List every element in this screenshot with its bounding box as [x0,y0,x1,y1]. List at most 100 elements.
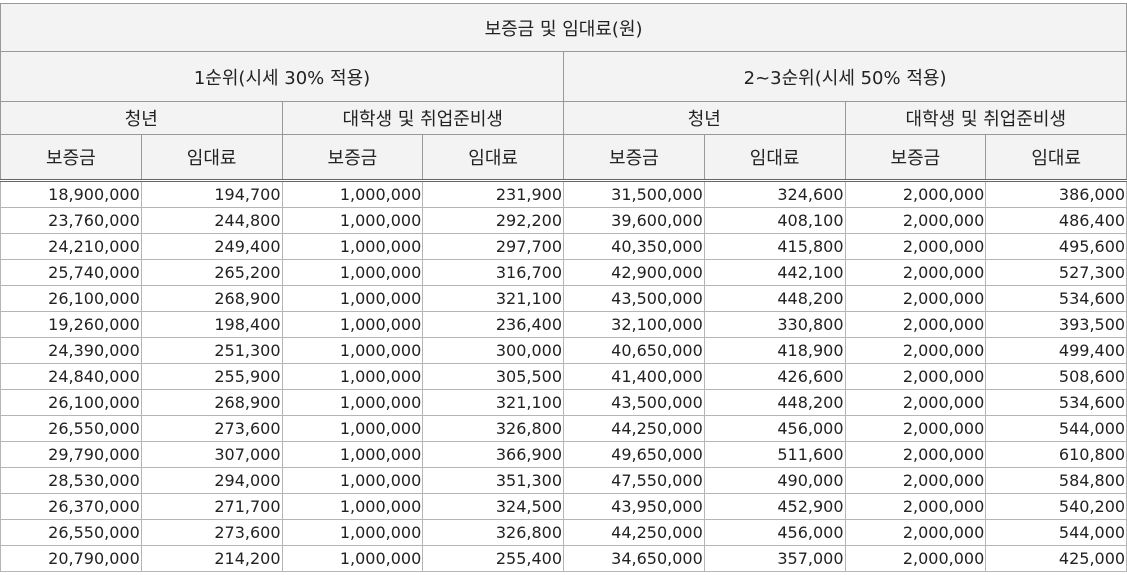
cell-rent: 255,400 [422,545,564,572]
cell-rent: 273,600 [140,415,283,442]
cell-rent: 251,300 [140,337,283,364]
cell-deposit: 1,000,000 [281,545,424,572]
cell-rent: 486,400 [985,207,1127,234]
cell-rent: 321,100 [422,389,564,416]
table-row: 29,790,000 307,000 1,000,000 366,900 49,650,… [0,441,1127,468]
cell-rent: 456,000 [703,415,846,442]
cell-rent: 316,700 [422,259,564,286]
cell-deposit: 2,000,000 [844,337,987,364]
cell-deposit: 2,000,000 [844,467,987,494]
cell-deposit: 1,000,000 [281,389,424,416]
cell-deposit: 43,950,000 [563,493,705,520]
cell-rent: 268,900 [140,285,283,312]
cell-deposit: 31,500,000 [563,180,705,208]
cell-deposit: 2,000,000 [844,311,987,338]
cell-rent: 490,000 [703,467,846,494]
cell-rent: 366,900 [422,441,564,468]
cell-rent: 584,800 [985,467,1127,494]
cell-deposit: 1,000,000 [281,207,424,234]
cell-rent: 610,800 [985,441,1127,468]
table-title: 보증금 및 임대료(원) [0,3,1127,52]
cell-rent: 527,300 [985,259,1127,286]
cell-rent: 386,000 [985,180,1127,208]
cell-rent: 495,600 [985,233,1127,260]
table-row: 24,840,000 255,900 1,000,000 305,500 41,400,… [0,363,1127,390]
table-body: 18,900,000 194,700 1,000,000 231,900 31,500,… [0,180,1127,572]
cell-deposit: 25,740,000 [0,259,142,286]
column-header-rent: 임대료 [140,134,283,182]
subgroup-header-youth-1: 청년 [0,101,283,135]
cell-deposit: 29,790,000 [0,441,142,468]
cell-rent: 534,600 [985,389,1127,416]
cell-rent: 300,000 [422,337,564,364]
table-row: 26,100,000 268,900 1,000,000 321,100 43,500,… [0,285,1127,312]
header-row-groups: 1순위(시세 30% 적용) 2~3순위(시세 50% 적용) [0,51,1127,102]
table-row: 26,550,000 273,600 1,000,000 326,800 44,250,… [0,415,1127,442]
column-header-rent: 임대료 [422,134,564,182]
cell-deposit: 43,500,000 [563,285,705,312]
cell-deposit: 2,000,000 [844,519,987,546]
cell-rent: 448,200 [703,389,846,416]
cell-rent: 452,900 [703,493,846,520]
cell-rent: 265,200 [140,259,283,286]
cell-rent: 255,900 [140,363,283,390]
cell-deposit: 23,760,000 [0,207,142,234]
subgroup-header-student-1: 대학생 및 취업준비생 [281,101,564,135]
cell-rent: 268,900 [140,389,283,416]
cell-deposit: 42,900,000 [563,259,705,286]
cell-rent: 326,800 [422,415,564,442]
cell-rent: 448,200 [703,285,846,312]
cell-deposit: 26,100,000 [0,285,142,312]
cell-rent: 357,000 [703,545,846,572]
cell-rent: 499,400 [985,337,1127,364]
cell-deposit: 43,500,000 [563,389,705,416]
table-row: 26,370,000 271,700 1,000,000 324,500 43,950,… [0,493,1127,520]
table-row: 28,530,000 294,000 1,000,000 351,300 47,550,… [0,467,1127,494]
cell-rent: 426,600 [703,363,846,390]
cell-rent: 418,900 [703,337,846,364]
column-header-deposit: 보증금 [0,134,142,182]
cell-deposit: 2,000,000 [844,493,987,520]
cell-deposit: 1,000,000 [281,363,424,390]
cell-deposit: 1,000,000 [281,467,424,494]
cell-rent: 321,100 [422,285,564,312]
cell-deposit: 1,000,000 [281,493,424,520]
cell-deposit: 1,000,000 [281,519,424,546]
column-header-deposit: 보증금 [281,134,424,182]
cell-rent: 330,800 [703,311,846,338]
cell-deposit: 2,000,000 [844,545,987,572]
group-header-priority-2-3: 2~3순위(시세 50% 적용) [562,51,1127,102]
cell-rent: 194,700 [140,180,283,208]
table-row: 20,790,000 214,200 1,000,000 255,400 34,650,… [0,545,1127,572]
table-row: 23,760,000 244,800 1,000,000 292,200 39,600,… [0,207,1127,234]
cell-deposit: 2,000,000 [844,285,987,312]
subgroup-header-student-2: 대학생 및 취업준비생 [844,101,1127,135]
cell-deposit: 40,350,000 [563,233,705,260]
cell-deposit: 1,000,000 [281,441,424,468]
cell-rent: 415,800 [703,233,846,260]
header-row-subgroups: 청년 대학생 및 취업준비생 청년 대학생 및 취업준비생 [0,101,1127,135]
cell-deposit: 2,000,000 [844,389,987,416]
cell-rent: 534,600 [985,285,1127,312]
cell-deposit: 41,400,000 [563,363,705,390]
cell-rent: 540,200 [985,493,1127,520]
cell-deposit: 24,840,000 [0,363,142,390]
cell-rent: 214,200 [140,545,283,572]
cell-deposit: 34,650,000 [563,545,705,572]
cell-rent: 297,700 [422,233,564,260]
table-row: 19,260,000 198,400 1,000,000 236,400 32,100,… [0,311,1127,338]
cell-deposit: 1,000,000 [281,311,424,338]
cell-deposit: 44,250,000 [563,415,705,442]
cell-deposit: 49,650,000 [563,441,705,468]
cell-rent: 307,000 [140,441,283,468]
cell-rent: 292,200 [422,207,564,234]
cell-rent: 408,100 [703,207,846,234]
cell-deposit: 24,390,000 [0,337,142,364]
table-row: 24,210,000 249,400 1,000,000 297,700 40,350,… [0,233,1127,260]
cell-deposit: 39,600,000 [563,207,705,234]
cell-deposit: 24,210,000 [0,233,142,260]
cell-rent: 425,000 [985,545,1127,572]
cell-deposit: 2,000,000 [844,441,987,468]
cell-rent: 198,400 [140,311,283,338]
cell-rent: 393,500 [985,311,1127,338]
